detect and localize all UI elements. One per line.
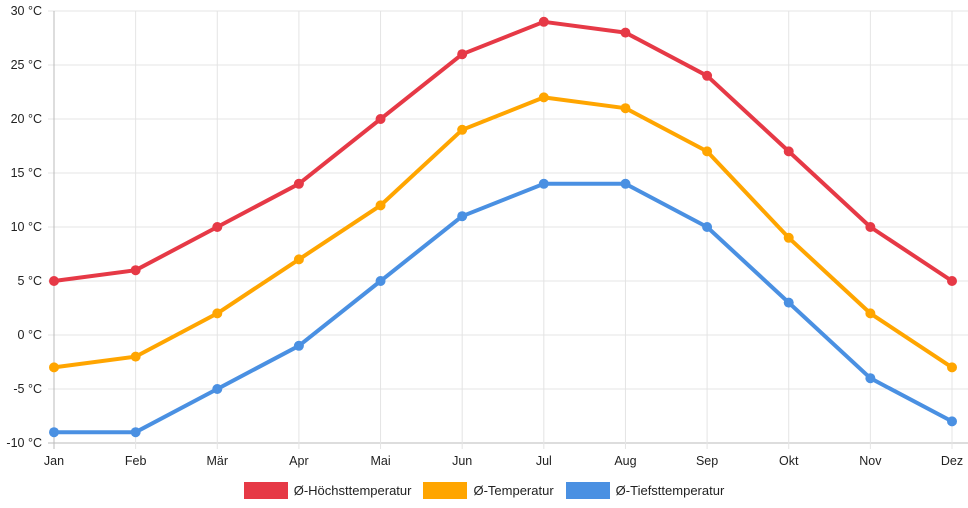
y-tick-label: 5 °C	[18, 274, 42, 288]
data-point	[702, 222, 713, 232]
data-point	[375, 276, 386, 286]
y-axis-ticks: -10 °C -5 °C 0 °C 5 °C 10 °C 15 °C 20 °C 25 °C 3…	[6, 4, 42, 450]
x-tick-label: Feb	[125, 454, 147, 468]
data-point	[49, 427, 59, 438]
data-point	[130, 351, 141, 362]
data-point	[620, 27, 631, 38]
data-point	[947, 276, 957, 286]
legend: Ø-Höchsttemperatur Ø-Temperatur Ø-Tiefst…	[0, 482, 968, 499]
data-point	[947, 416, 957, 427]
x-tick-label: Aug	[614, 454, 636, 468]
series-line	[53, 19, 954, 283]
y-tick-label: -10 °C	[6, 436, 42, 450]
legend-label-mean: Ø-Temperatur	[473, 483, 554, 498]
data-point	[702, 70, 713, 81]
x-tick-label: Apr	[289, 454, 308, 468]
data-point	[783, 146, 794, 157]
y-tick-label: 10 °C	[11, 220, 42, 234]
legend-swatch-low	[565, 482, 610, 499]
data-point	[620, 103, 631, 114]
y-tick-label: 30 °C	[11, 4, 42, 18]
y-tick-label: 25 °C	[11, 58, 42, 72]
data-point	[538, 16, 549, 27]
data-point	[457, 211, 468, 222]
legend-swatch-high	[243, 482, 288, 499]
x-tick-label: Mär	[207, 454, 229, 468]
x-tick-label: Okt	[779, 454, 799, 468]
y-tick-label: 20 °C	[11, 112, 42, 126]
legend-item-mean[interactable]: Ø-Temperatur	[423, 482, 554, 499]
data-point	[130, 427, 141, 438]
data-point	[865, 308, 876, 319]
data-point	[212, 308, 223, 319]
data-point	[293, 340, 304, 351]
x-tick-label: Jun	[452, 454, 472, 468]
data-point	[212, 384, 223, 394]
series-2	[49, 178, 957, 438]
y-tick-label: 15 °C	[11, 166, 42, 180]
x-tick-label: Jul	[536, 454, 552, 468]
legend-label-low: Ø-Tiefsttemperatur	[615, 483, 725, 498]
data-point	[457, 49, 468, 60]
data-point	[620, 178, 631, 189]
x-tick-label: Sep	[696, 454, 718, 468]
data-point	[293, 254, 304, 265]
legend-item-low[interactable]: Ø-Tiefsttemperatur	[565, 482, 725, 499]
data-point	[783, 297, 794, 308]
series-0	[49, 16, 957, 286]
data-point	[375, 200, 386, 211]
x-tick-label: Dez	[941, 454, 963, 468]
data-point	[865, 373, 876, 384]
legend-label-high: Ø-Höchsttemperatur	[293, 483, 412, 498]
data-point	[783, 232, 794, 243]
series-line	[53, 95, 954, 370]
data-point	[865, 222, 876, 232]
y-tick-label: 0 °C	[18, 328, 42, 342]
data-point	[212, 222, 223, 232]
x-tick-label: Jan	[44, 454, 64, 468]
x-tick-label: Nov	[859, 454, 882, 468]
data-point	[538, 178, 549, 189]
data-point	[130, 265, 141, 276]
grid	[48, 10, 968, 449]
data-point	[947, 362, 957, 373]
series-1	[49, 92, 957, 373]
legend-item-high[interactable]: Ø-Höchsttemperatur	[243, 482, 412, 499]
y-tick-label: -5 °C	[13, 382, 42, 396]
x-tick-label: Mai	[370, 454, 390, 468]
temperature-line-chart: -10 °C -5 °C 0 °C 5 °C 10 °C 15 °C 20 °C 25 °C 3…	[6, 4, 968, 468]
data-point	[457, 124, 468, 135]
data-point	[293, 178, 304, 189]
series-line	[54, 181, 953, 435]
data-point	[538, 92, 549, 103]
data-point	[702, 146, 713, 157]
series-group	[49, 16, 957, 438]
data-point	[49, 276, 59, 286]
x-axis-ticks: Jan Feb Mär Apr Mai Jun Jul Aug Sep Okt Nov Dez	[44, 454, 963, 468]
data-point	[375, 114, 386, 124]
data-point	[49, 362, 59, 373]
legend-swatch-mean	[423, 482, 468, 499]
